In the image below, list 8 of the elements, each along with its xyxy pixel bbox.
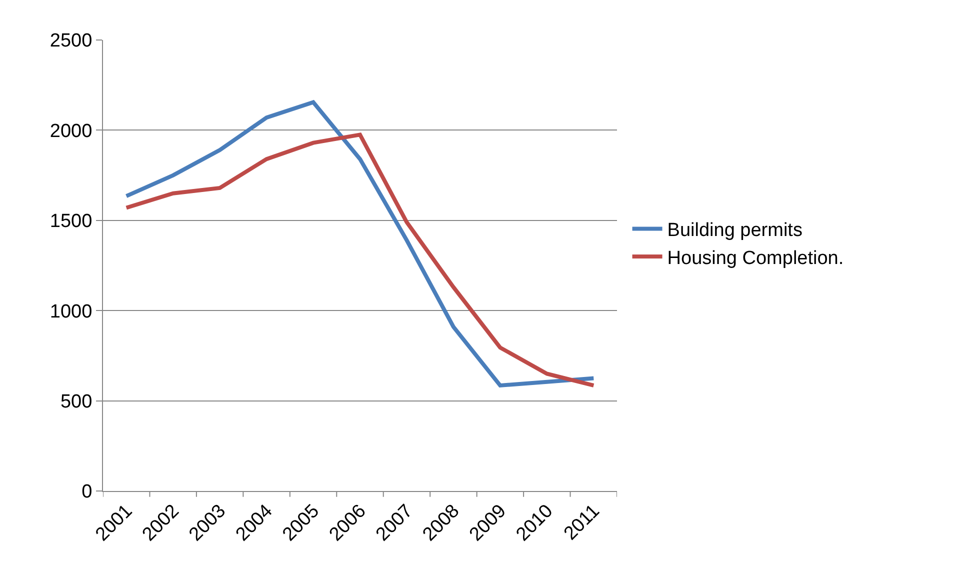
y-tick-label: 1000 [50, 301, 92, 322]
y-tick-label: 0 [82, 482, 92, 503]
y-tick-label: 2500 [50, 30, 92, 52]
y-tick-label: 2000 [50, 120, 92, 142]
legend-label: Building permits [667, 220, 802, 242]
y-tick-label: 500 [60, 391, 92, 412]
legend-label: Housing Completion. [667, 248, 844, 269]
y-tick-label: 1500 [50, 211, 92, 232]
